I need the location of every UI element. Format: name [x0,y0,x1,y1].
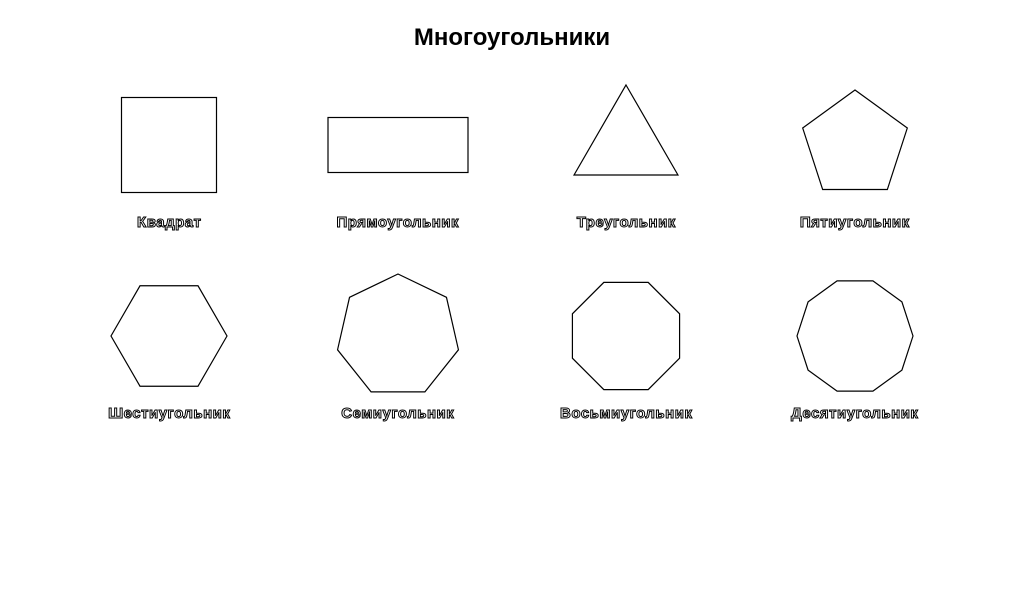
shape-rectangle [308,80,488,210]
shape-heptagon [308,271,488,401]
cell-heptagon: Семиугольник [289,271,508,422]
label-hexagon: Шестиугольник [108,405,230,422]
label-rectangle: Прямоугольник [336,214,459,231]
label-pentagon: Пятиугольник [800,214,910,231]
cell-decagon: Десятиугольник [746,271,965,422]
shapes-grid: Квадрат Прямоугольник Треугольник Пятиуг… [0,80,1024,422]
label-triangle: Треугольник [577,214,676,231]
cell-hexagon: Шестиугольник [60,271,279,422]
shape-hexagon [79,271,259,401]
shape-triangle [536,80,716,210]
page-title: Многоугольники [0,24,1024,52]
label-square: Квадрат [137,214,201,231]
label-heptagon: Семиугольник [341,405,454,422]
label-octagon: Восьмиугольник [560,405,692,422]
shape-pentagon [765,80,945,210]
shape-octagon [536,271,716,401]
label-decagon: Десятиугольник [791,405,918,422]
cell-square: Квадрат [60,80,279,231]
cell-pentagon: Пятиугольник [746,80,965,231]
shape-decagon [765,271,945,401]
shape-square [79,80,259,210]
cell-triangle: Треугольник [517,80,736,231]
cell-rectangle: Прямоугольник [289,80,508,231]
cell-octagon: Восьмиугольник [517,271,736,422]
